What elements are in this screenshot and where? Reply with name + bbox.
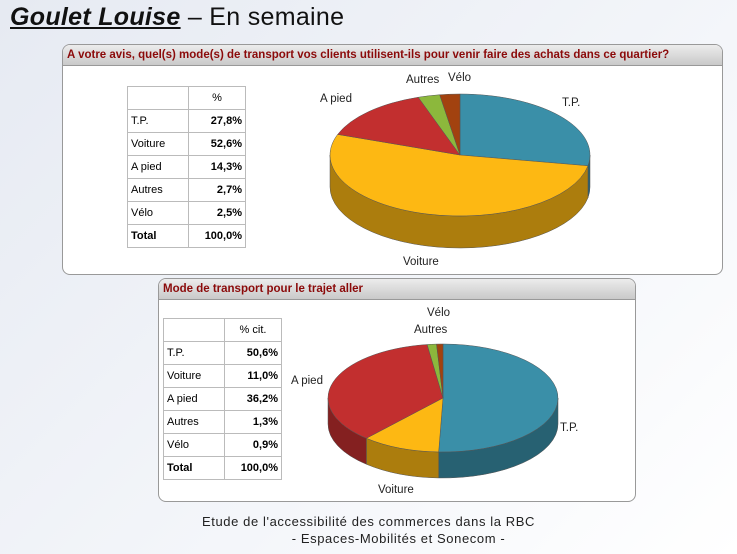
pie1-label-autres: Autres bbox=[406, 74, 440, 86]
row-label: Autres bbox=[163, 410, 225, 434]
pie1-slice-1 bbox=[329, 134, 589, 217]
table-2: % cit. T.P. 50,6% Voiture 11,0% A pied 36,2… bbox=[163, 318, 282, 480]
panel-1-title: A votre avis, quel(s) mode(s) de transpo… bbox=[63, 45, 722, 66]
pie1-label-apied: A pied bbox=[320, 93, 352, 105]
pie2-label-voiture: Voiture bbox=[378, 484, 414, 496]
pie1-slice-2 bbox=[337, 96, 461, 156]
col-header: % bbox=[188, 86, 246, 110]
row-value: 1,3% bbox=[224, 410, 282, 434]
pie2-slice-1 bbox=[365, 397, 444, 453]
row-label: Voiture bbox=[163, 364, 225, 388]
pie2-slice-4 bbox=[436, 343, 444, 399]
total-value: 100,0% bbox=[188, 224, 246, 248]
footer-line-1: Etude de l'accessibilité des commerces d… bbox=[201, 514, 536, 529]
respondent-name: Goulet Louise bbox=[10, 3, 181, 31]
slide-title: Goulet Louise – En semaine bbox=[10, 3, 344, 32]
row-value: 52,6% bbox=[188, 132, 246, 156]
total-label: Total bbox=[163, 456, 225, 480]
pie2-label-apied: A pied bbox=[291, 375, 323, 387]
total-value: 100,0% bbox=[224, 456, 282, 480]
row-label: T.P. bbox=[127, 109, 189, 133]
pie2-slice-0 bbox=[438, 343, 559, 453]
row-value: 50,6% bbox=[224, 341, 282, 365]
row-value: 2,7% bbox=[188, 178, 246, 202]
row-value: 27,8% bbox=[188, 109, 246, 133]
row-value: 14,3% bbox=[188, 155, 246, 179]
row-label: Vélo bbox=[127, 201, 189, 225]
panel-2-title: Mode de transport pour le trajet aller bbox=[159, 279, 635, 300]
pie1-label-tp: T.P. bbox=[562, 97, 581, 109]
pie2-slice-2 bbox=[327, 344, 444, 439]
pie2-label-autres: Autres bbox=[414, 324, 448, 336]
footer-line-2: - Espaces-Mobilités et Sonecom - bbox=[291, 531, 506, 546]
row-value: 36,2% bbox=[224, 387, 282, 411]
row-value: 11,0% bbox=[224, 364, 282, 388]
pie2-label-tp: T.P. bbox=[560, 422, 579, 434]
pie1-label-velo: Vélo bbox=[448, 72, 472, 84]
row-label: Voiture bbox=[127, 132, 189, 156]
pie2-label-velo: Vélo bbox=[427, 307, 451, 319]
table-1: % T.P. 27,8% Voiture 52,6% A pied 14,3% Aut… bbox=[127, 86, 246, 248]
title-suffix: – En semaine bbox=[180, 3, 345, 31]
row-label: T.P. bbox=[163, 341, 225, 365]
pie1-label-voiture: Voiture bbox=[403, 256, 439, 268]
pie1-slice-0 bbox=[459, 93, 591, 167]
pie1-slice-4 bbox=[439, 93, 461, 156]
